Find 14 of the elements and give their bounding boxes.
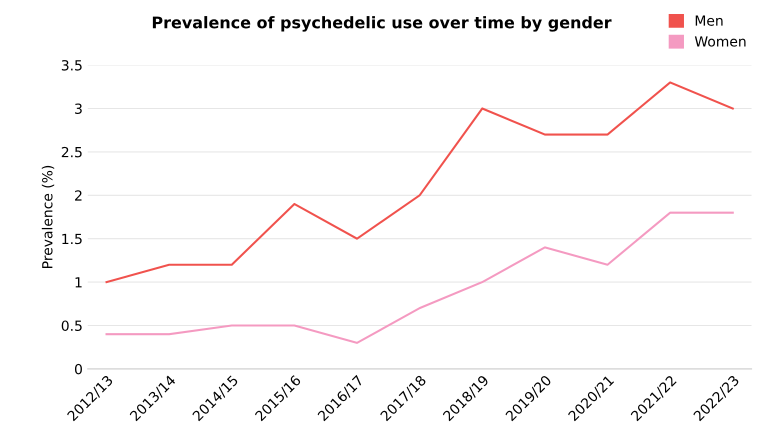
y-tick-label: 3.5 xyxy=(62,60,82,71)
y-tick-label: 1 xyxy=(76,277,82,288)
y-tick-label: 1.5 xyxy=(62,234,82,244)
y-tick-label: 0.5 xyxy=(62,320,82,331)
y-tick-label: 2.5 xyxy=(62,146,82,158)
legend-label: Men xyxy=(696,16,723,26)
chart-title: Prevalence of psychedelic use over time by gender xyxy=(152,16,612,32)
y-axis-title: Prevalence (%) xyxy=(42,166,54,268)
line-series xyxy=(105,212,734,344)
line-series xyxy=(105,81,734,284)
y-tick-label: 3 xyxy=(75,103,82,114)
y-tick-label: 2 xyxy=(75,190,82,201)
legend-label: Women xyxy=(694,36,746,47)
y-tick-label: 0 xyxy=(74,364,82,374)
